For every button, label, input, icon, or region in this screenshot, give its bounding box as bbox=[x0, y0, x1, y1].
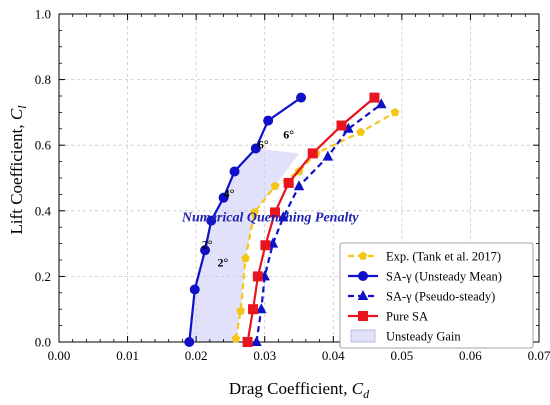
data-point bbox=[200, 245, 211, 256]
legend: Exp. (Tank et al. 2017) SA-γ (Unsteady Me… bbox=[339, 242, 534, 349]
angle-annotation: 2° bbox=[217, 256, 228, 270]
data-point bbox=[277, 211, 289, 222]
y-tick-label: 0.6 bbox=[35, 138, 52, 153]
legend-marker bbox=[358, 271, 368, 281]
series-0 bbox=[231, 107, 400, 343]
series-1 bbox=[184, 92, 307, 347]
data-point bbox=[242, 337, 253, 347]
y-tick-label: 0.4 bbox=[35, 203, 52, 218]
data-point bbox=[229, 166, 240, 177]
x-tick-label: 0.01 bbox=[116, 348, 139, 363]
data-point bbox=[252, 271, 263, 282]
series-3 bbox=[242, 92, 380, 347]
legend-marker bbox=[358, 251, 368, 260]
axis-ticks: 0.00 0.01 0.02 0.03 0.04 0.05 0.06 0.07 0.0 0.2 0.… bbox=[35, 7, 550, 364]
angle-annotation: 2° bbox=[202, 238, 213, 252]
data-point bbox=[390, 107, 400, 117]
y-tick-label: 1.0 bbox=[35, 7, 51, 22]
data-point bbox=[336, 120, 347, 131]
y-axis-title: Lift Coefficient, Cl bbox=[7, 105, 29, 235]
data-point bbox=[250, 207, 259, 217]
data-point bbox=[248, 304, 259, 315]
data-point bbox=[256, 303, 267, 314]
unsteady-gain-region bbox=[189, 148, 299, 342]
x-tick-label: 0.03 bbox=[253, 348, 276, 363]
x-axis-title: Drag Coefficient, Cd bbox=[229, 379, 370, 401]
data-point bbox=[231, 334, 241, 343]
data-point bbox=[263, 115, 274, 126]
x-tick-label: 0.05 bbox=[390, 348, 413, 363]
data-point bbox=[322, 150, 334, 161]
x-tick-label: 0.06 bbox=[459, 348, 482, 363]
y-tick-label: 0.0 bbox=[35, 335, 51, 350]
data-point bbox=[307, 148, 318, 159]
legend-label: Exp. (Tank et al. 2017) bbox=[386, 250, 501, 264]
legend-label: SA-γ (Pseudo-steady) bbox=[386, 290, 495, 304]
legend-box bbox=[339, 242, 534, 349]
data-point bbox=[206, 215, 217, 226]
angle-annotation: 4° bbox=[224, 187, 235, 201]
y-tick-label: 0.8 bbox=[35, 72, 51, 87]
x-tick-label: 0.04 bbox=[322, 348, 345, 363]
data-point bbox=[241, 253, 250, 263]
data-point bbox=[189, 284, 200, 295]
annotations: Numerical Quenching Penalty 6° 6° 4° 2° 2° bbox=[181, 128, 359, 270]
region-annotation: Numerical Quenching Penalty bbox=[181, 210, 359, 225]
data-point bbox=[251, 336, 262, 346]
y-tick-label: 0.2 bbox=[35, 269, 51, 284]
data-point bbox=[250, 143, 261, 154]
x-tick-label: 0.00 bbox=[48, 348, 71, 363]
unsteady-gain-area bbox=[189, 148, 299, 342]
data-point bbox=[283, 177, 294, 188]
legend-marker bbox=[358, 311, 368, 321]
legend-label: Unsteady Gain bbox=[386, 330, 461, 344]
series-layer bbox=[184, 92, 400, 347]
data-point bbox=[236, 306, 246, 315]
legend-label: Pure SA bbox=[386, 310, 428, 324]
legend-region-swatch bbox=[350, 329, 376, 343]
data-point bbox=[376, 98, 387, 109]
series-line bbox=[255, 103, 382, 343]
angle-annotation: 6° bbox=[283, 128, 294, 142]
data-point bbox=[270, 207, 280, 218]
x-tick-label: 0.02 bbox=[185, 348, 208, 363]
data-point bbox=[218, 192, 229, 203]
angle-annotation: 6° bbox=[258, 137, 269, 151]
data-point bbox=[270, 181, 280, 190]
legend-label: SA-γ (Unsteady Mean) bbox=[386, 270, 502, 284]
data-point bbox=[356, 127, 366, 136]
data-point bbox=[369, 92, 380, 103]
x-tick-label: 0.07 bbox=[528, 348, 550, 363]
data-point bbox=[184, 337, 195, 347]
legend-marker bbox=[357, 290, 369, 300]
data-point bbox=[293, 180, 305, 191]
data-point bbox=[296, 92, 307, 103]
data-point bbox=[260, 240, 271, 251]
